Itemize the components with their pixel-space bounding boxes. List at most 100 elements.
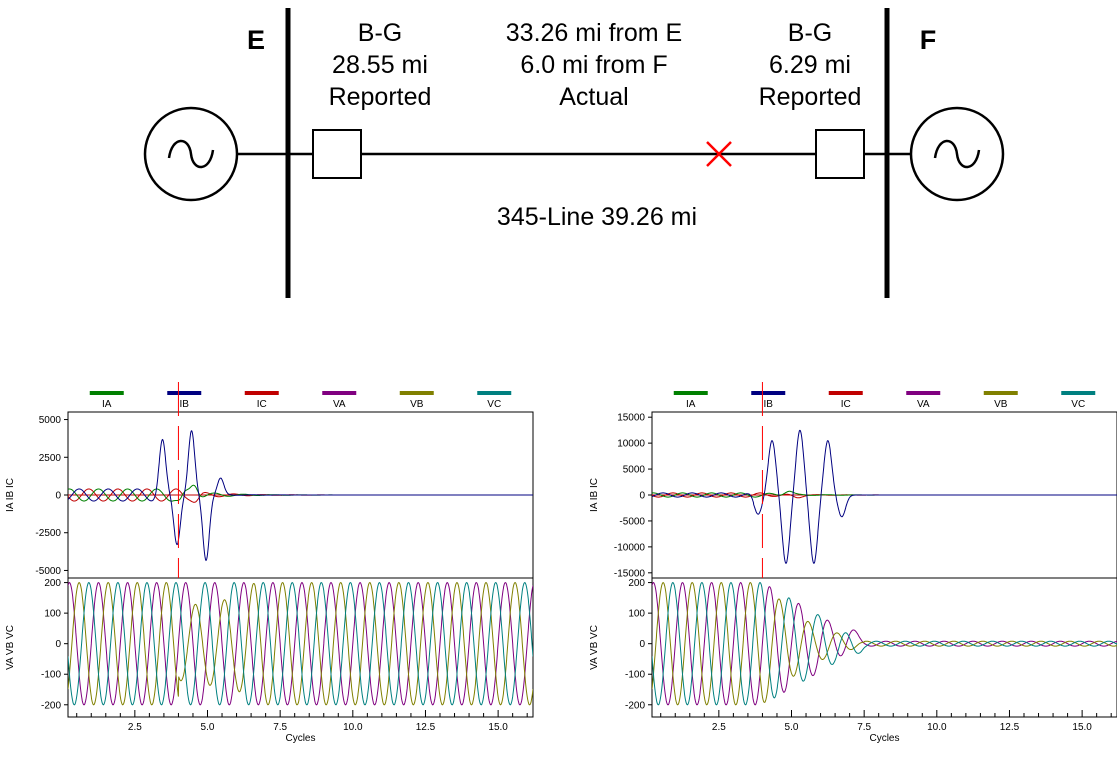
relay-e-status: Reported [329,83,432,111]
legend-label-ib: IB [180,399,190,410]
legend-label-ic: IC [257,399,267,410]
y-tick-label: 100 [628,609,645,620]
legend-swatch-ic [828,391,863,395]
y-tick-label: -10000 [614,542,646,553]
y-tick-label: -5000 [35,566,61,577]
current-axis-label: IA IB IC [5,478,16,512]
legend-swatch-vb [983,391,1018,395]
legend-label-vb: VB [994,399,1008,410]
relay-e-distance: 28.55 mi [332,51,428,79]
y-tick-label: 200 [44,578,61,589]
y-tick-label: 200 [628,578,645,589]
series-ia [68,484,533,502]
x-tick-label: 5.0 [785,722,799,733]
legend-swatch-vc [1061,391,1096,395]
breaker-f-icon [815,129,865,179]
series-ia [652,490,1117,498]
series-ib [652,429,1117,564]
series-ic [68,488,533,503]
legend-label-ib: IB [764,399,774,410]
legend-label-ic: IC [841,399,851,410]
x-axis-label: Cycles [285,733,315,744]
x-tick-label: 12.5 [416,722,436,733]
legend-swatch-va [322,391,357,395]
relay-e-fault-type: B-G [358,19,402,47]
x-tick-label: 5.0 [201,722,215,733]
series-va [652,582,1117,706]
oscillography-chart-relay-f: IA IB IC VA VB VC 15000 10000 5000 0 -5000 -10000 -1… [589,382,1117,744]
y-tick-label: -100 [625,670,645,681]
voltage-axis-label: VA VB VC [589,625,600,670]
x-tick-label: 10.0 [343,722,363,733]
x-tick-label: 15.0 [488,722,508,733]
x-axis-label: Cycles [869,733,899,744]
y-tick-label: 10000 [617,439,645,450]
y-tick-label: 0 [55,491,61,502]
series-va [68,582,533,706]
legend-swatch-vb [399,391,434,395]
series-vc [68,582,533,706]
relay-f-distance: 6.29 mi [769,51,851,79]
series-ib [68,430,533,562]
plot-area [68,430,533,706]
relay-f-status: Reported [759,83,862,111]
y-tick-label: 2500 [39,453,62,464]
y-tick-label: -2500 [35,528,61,539]
voltage-panel-frame [651,577,1117,718]
y-tick-label: 0 [639,639,645,650]
source-f-icon [909,106,1005,202]
series-vb [68,582,533,706]
x-tick-label: 2.5 [128,722,142,733]
y-tick-label: 100 [44,609,61,620]
y-tick-label: -200 [625,700,645,711]
series-vb [652,582,1117,706]
legend-label-va: VA [333,399,346,410]
legend-swatch-ia [89,391,124,395]
y-tick-label: -200 [41,700,61,711]
voltage-axis-label: VA VB VC [5,625,16,670]
legend-label-vb: VB [410,399,424,410]
legend-swatch-ia [673,391,708,395]
series-vc [652,582,1117,706]
y-tick-label: 5000 [623,465,646,476]
legend-label-vc: VC [1071,399,1085,410]
voltage-panel-frame [67,577,534,718]
fault-x-icon [706,141,732,167]
legend-label-ia: IA [686,399,696,410]
legend-label-ia: IA [102,399,112,410]
actual-from-f: 6.0 mi from F [520,51,667,79]
breaker-e-icon [312,129,362,179]
y-tick-label: 15000 [617,413,645,424]
y-tick-label: -5000 [619,516,645,527]
y-tick-label: -100 [41,670,61,681]
x-tick-label: 15.0 [1072,722,1092,733]
chart-legend: IA IB IC VA VB VC [673,391,1096,410]
bus-e-label: E [247,25,265,55]
y-tick-label: 5000 [39,415,62,426]
x-tick-label: 7.5 [273,722,287,733]
x-tick-label: 7.5 [857,722,871,733]
legend-swatch-ib [167,391,202,395]
legend-swatch-ic [244,391,279,395]
x-tick-label: 12.5 [1000,722,1020,733]
actual-from-e: 33.26 mi from E [506,19,682,47]
legend-label-va: VA [917,399,930,410]
relay-f-fault-type: B-G [788,19,832,47]
one-line-diagram: E F B-G 28.55 mi Reported 33.26 mi from … [143,8,1005,298]
y-tick-label: 0 [55,639,61,650]
bus-f-label: F [920,25,937,55]
y-tick-label: 0 [639,491,645,502]
plot-area [652,429,1117,706]
legend-swatch-va [906,391,941,395]
x-tick-label: 10.0 [927,722,947,733]
legend-label-vc: VC [487,399,501,410]
line-label: 345-Line 39.26 mi [497,203,697,231]
actual-label: Actual [559,83,628,111]
source-e-icon [143,106,239,202]
y-tick-label: -15000 [614,568,646,579]
legend-swatch-vc [477,391,512,395]
chart-legend: IA IB IC VA VB VC [89,391,512,410]
legend-swatch-ib [751,391,786,395]
